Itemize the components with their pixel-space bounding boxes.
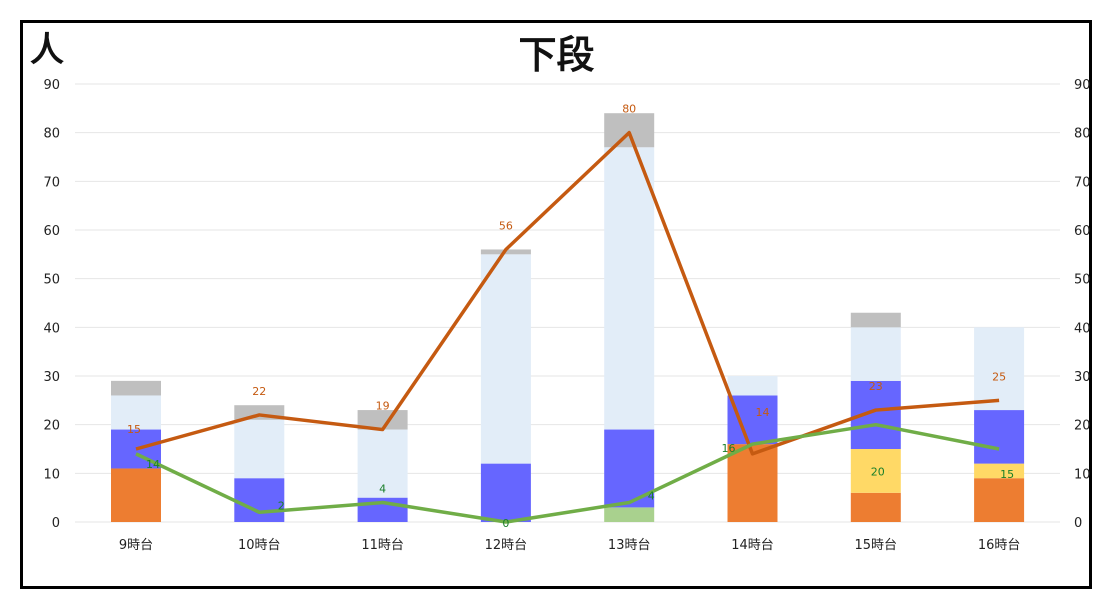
data-label: 56: [499, 219, 513, 232]
y-tick-label-left: 80: [43, 127, 60, 142]
y-tick-label-left: 10: [43, 467, 60, 482]
bar-segment: [234, 419, 285, 479]
x-category-label: 10時台: [238, 538, 281, 553]
data-label: 20: [871, 466, 885, 479]
chart-frame: [20, 20, 1092, 589]
data-label: 14: [756, 406, 770, 419]
bar-segment: [111, 380, 161, 396]
y-tick-label-right: 60: [1074, 224, 1091, 239]
x-category-label: 11時台: [361, 538, 404, 553]
data-label: 15: [1000, 468, 1014, 481]
y-tick-label-right: 0: [1074, 516, 1082, 531]
bar-segment: [850, 312, 901, 328]
bar-segment: [974, 478, 1025, 522]
data-label: 4: [648, 490, 655, 503]
y-tick-label-right: 80: [1074, 127, 1091, 142]
bar-segment: [850, 449, 901, 493]
bar-segment: [974, 410, 1025, 464]
bar-segment: [357, 429, 408, 498]
y-tick-label-right: 30: [1074, 370, 1091, 385]
y-tick-label-left: 60: [43, 224, 60, 239]
bar-segment: [727, 395, 778, 445]
y-tick-label-left: 0: [52, 516, 60, 531]
data-label: 16: [722, 442, 736, 455]
y-axis-unit-label: 人: [30, 30, 64, 70]
x-category-label: 12時台: [485, 538, 528, 553]
bar-segment: [974, 463, 1025, 479]
x-category-label: 14時台: [731, 538, 774, 553]
y-tick-label-left: 30: [43, 370, 60, 385]
data-label: 22: [252, 385, 266, 398]
series-line: [135, 130, 1000, 456]
y-tick-label-right: 10: [1074, 467, 1091, 482]
x-category-label: 16時台: [978, 538, 1021, 553]
bar-segment: [604, 147, 655, 430]
bar-segment: [727, 376, 778, 396]
bar-segment: [974, 327, 1025, 411]
bar-segment: [480, 254, 531, 464]
data-label: 19: [376, 400, 390, 413]
y-tick-label-left: 20: [43, 419, 60, 434]
series-line: [135, 422, 1000, 524]
y-tick-label-left: 90: [43, 78, 60, 93]
y-tick-label-right: 70: [1074, 175, 1091, 190]
data-label: 25: [992, 370, 1006, 383]
data-label: 14: [146, 458, 160, 471]
data-label: 2: [278, 499, 285, 512]
x-category-label: 13時台: [608, 538, 651, 553]
y-tick-label-right: 50: [1074, 273, 1091, 288]
data-label: 15: [127, 423, 141, 436]
data-label: 4: [379, 483, 386, 496]
bar-segment: [604, 113, 655, 148]
bar-segment: [727, 444, 778, 522]
bar-segment: [111, 395, 161, 430]
bar-segment: [357, 410, 408, 430]
y-tick-label-right: 90: [1074, 78, 1091, 93]
bar-segment: [111, 468, 161, 522]
bar-segment: [850, 327, 901, 381]
y-tick-label-left: 50: [43, 273, 60, 288]
bar-segment: [234, 478, 285, 522]
y-tick-label-left: 40: [43, 321, 60, 336]
y-tick-label-right: 20: [1074, 419, 1091, 434]
y-tick-label-right: 40: [1074, 321, 1091, 336]
data-label: 23: [869, 380, 883, 393]
bar-segment: [850, 492, 901, 522]
data-label: 80: [622, 103, 636, 116]
y-tick-label-left: 70: [43, 175, 60, 190]
x-category-label: 15時台: [855, 538, 898, 553]
bar-segment: [604, 507, 655, 522]
data-label: 0: [502, 517, 509, 530]
bar-segment: [480, 463, 531, 522]
x-category-label: 9時台: [119, 538, 153, 553]
